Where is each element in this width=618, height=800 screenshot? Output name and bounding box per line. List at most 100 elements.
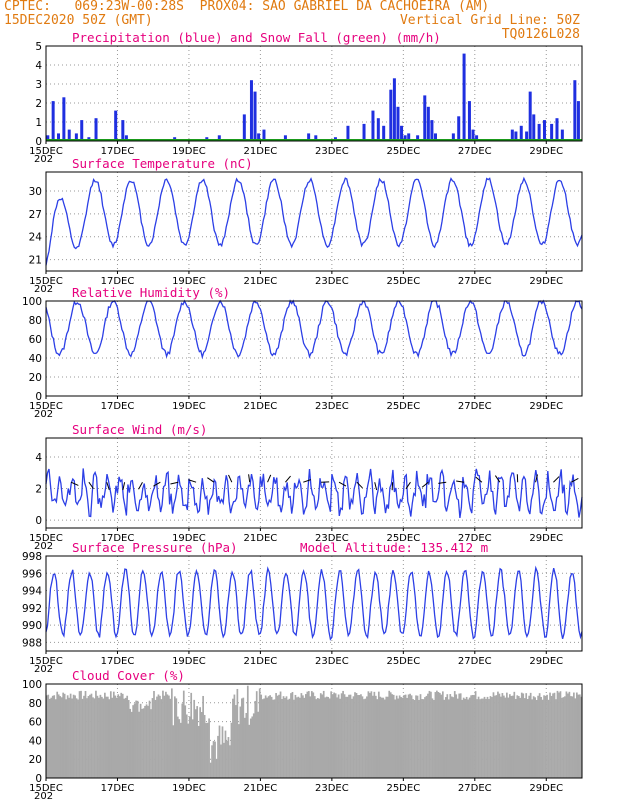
cloud-bar [430, 691, 432, 778]
cloud-bar [345, 696, 347, 778]
cloud-bar [425, 695, 428, 778]
cloud-bar [351, 698, 353, 778]
cloud-bar [93, 698, 96, 778]
cloud-bar [154, 699, 157, 778]
cloud-bar [246, 685, 249, 778]
cloud-bar [83, 695, 85, 778]
cloud-bar [510, 695, 513, 778]
cloud-bar [104, 692, 106, 778]
wind-vector [374, 482, 378, 491]
cloud-bar [275, 693, 277, 778]
cloud-bar [153, 690, 155, 778]
plot-frame [45, 45, 583, 142]
cloud-bar [316, 698, 319, 778]
cloud-bar [120, 692, 123, 778]
series-line [45, 299, 583, 360]
x-tick-label: 19DEC [172, 401, 206, 412]
cloud-bar [306, 691, 309, 778]
precip-bar [121, 120, 125, 141]
cloud-bar [202, 695, 204, 778]
cloud-bar [427, 693, 429, 778]
cloud-bar [537, 695, 539, 778]
cloud-bar [80, 690, 82, 778]
cloud-bar [395, 695, 398, 778]
precip-bar [94, 118, 98, 141]
precip-bar [430, 120, 434, 141]
cloud-bar [380, 697, 383, 778]
x-tick-label: 29DEC [529, 656, 563, 667]
cloud-bar [574, 698, 577, 778]
precip-bar [307, 133, 311, 141]
cloud-bar [397, 698, 400, 778]
cloud-bar [272, 699, 274, 778]
panel-cloud: 0 20 40 60 80 100 15DEC 17DEC 19DEC 21DEC 23DEC 25D… [22, 668, 583, 800]
cloud-bar [550, 695, 553, 778]
cloud-bar [124, 697, 127, 778]
precip-bar [528, 91, 532, 141]
wind-vector [475, 476, 483, 483]
cloud-bar [313, 696, 316, 778]
cloud-bar [485, 698, 487, 778]
cloud-bar [564, 696, 566, 778]
cloud-bar [78, 691, 81, 778]
cloud-bar [391, 694, 394, 778]
precip-bar [407, 133, 411, 141]
cloud-bar [60, 697, 63, 778]
cloud-bar [565, 691, 568, 778]
cloud-bar [130, 711, 133, 778]
cloud-bar [171, 688, 173, 778]
cloud-bar [322, 690, 325, 778]
panel-temperature: 21 24 27 30 15DEC 17DEC 19DEC 21DEC 23DEC 25DEC 27… [29, 156, 583, 295]
precip-bar [80, 120, 84, 141]
cloud-bar [236, 688, 239, 778]
x-tick-label: 15DEC [29, 533, 63, 544]
cloud-bar [86, 698, 88, 778]
cloud-bar [288, 698, 291, 778]
cloud-bar [63, 693, 66, 778]
wind-vector [88, 481, 94, 490]
cloud-bar [212, 741, 215, 778]
y-tick-label: 60 [29, 717, 42, 729]
cloud-bar [184, 705, 187, 778]
cloud-bar [556, 690, 559, 778]
cloud-bar [126, 695, 129, 778]
x-tick-label: 29DEC [529, 401, 563, 412]
plot-frame [45, 437, 583, 529]
y-tick-label: 2 [35, 484, 42, 496]
cloud-bar [200, 712, 203, 778]
cloud-bar [324, 697, 327, 778]
cloud-bar [273, 699, 276, 778]
cloud-bar [348, 694, 350, 778]
cloud-bar [133, 703, 136, 778]
cloud-bar [337, 694, 340, 778]
cloud-bar [398, 695, 401, 778]
cloud-bar [531, 699, 534, 778]
x-tick-label: 19DEC [172, 533, 206, 544]
precip-bar [283, 135, 287, 141]
cloud-bar [302, 695, 304, 778]
cloud-bar [136, 700, 139, 778]
x-tick-label: 25DEC [386, 533, 420, 544]
wind-vector [138, 481, 143, 490]
cloud-bar [203, 714, 206, 778]
cloud-bar [169, 698, 172, 778]
cloud-bar [296, 697, 298, 778]
cloud-bar [230, 722, 233, 778]
wind-vector [535, 474, 538, 483]
cloud-bar [406, 697, 408, 778]
cloud-bar [232, 698, 234, 778]
precip-bar [262, 129, 266, 141]
cloud-bar [461, 699, 464, 778]
y-tick-label: 990 [22, 620, 42, 632]
x-tick-label: 25DEC [386, 401, 420, 412]
cloud-bar [453, 691, 456, 778]
wind-vector [456, 480, 465, 483]
cloud-bar [431, 698, 434, 778]
cloud-bar [549, 692, 551, 778]
cloud-bar [433, 699, 435, 778]
x-tick-label: 27DEC [458, 146, 492, 157]
y-tick-label: 100 [22, 679, 42, 691]
cloud-bar [255, 691, 258, 778]
cloud-bar [465, 696, 468, 778]
precip-bar [457, 116, 461, 141]
